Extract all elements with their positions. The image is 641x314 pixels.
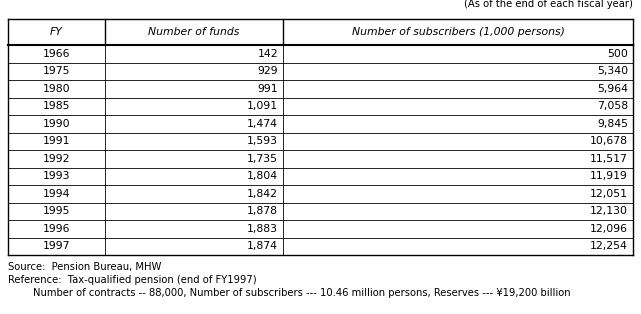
Text: (As of the end of each fiscal year): (As of the end of each fiscal year)	[464, 0, 633, 9]
Text: 9,845: 9,845	[597, 119, 628, 129]
Text: 1,878: 1,878	[247, 206, 278, 216]
Text: 1980: 1980	[42, 84, 71, 94]
Text: 1,735: 1,735	[247, 154, 278, 164]
Text: 5,964: 5,964	[597, 84, 628, 94]
Text: 11,919: 11,919	[590, 171, 628, 181]
Text: Number of subscribers (1,000 persons): Number of subscribers (1,000 persons)	[351, 27, 565, 37]
Text: 10,678: 10,678	[590, 136, 628, 146]
Text: 12,051: 12,051	[590, 189, 628, 199]
Text: 1,091: 1,091	[247, 101, 278, 111]
Text: 1991: 1991	[43, 136, 70, 146]
Text: 1995: 1995	[43, 206, 70, 216]
Text: 929: 929	[258, 66, 278, 76]
Text: 12,254: 12,254	[590, 241, 628, 251]
Text: 5,340: 5,340	[597, 66, 628, 76]
Text: Number of contracts -- 88,000, Number of subscribers --- 10.46 million persons, : Number of contracts -- 88,000, Number of…	[8, 288, 570, 298]
Text: Reference:  Tax-qualified pension (end of FY1997): Reference: Tax-qualified pension (end of…	[8, 275, 256, 285]
Text: 1975: 1975	[43, 66, 70, 76]
Text: 1,474: 1,474	[247, 119, 278, 129]
Text: 7,058: 7,058	[597, 101, 628, 111]
Text: 1992: 1992	[43, 154, 70, 164]
Text: 991: 991	[258, 84, 278, 94]
Text: 12,096: 12,096	[590, 224, 628, 234]
Text: Number of funds: Number of funds	[148, 27, 240, 37]
Text: 12,130: 12,130	[590, 206, 628, 216]
Text: 1993: 1993	[43, 171, 70, 181]
Text: FY: FY	[50, 27, 63, 37]
Text: 142: 142	[258, 49, 278, 59]
Text: Source:  Pension Bureau, MHW: Source: Pension Bureau, MHW	[8, 262, 162, 272]
Text: 1,804: 1,804	[247, 171, 278, 181]
Text: 1,842: 1,842	[247, 189, 278, 199]
Text: 1997: 1997	[43, 241, 70, 251]
Text: 1,883: 1,883	[247, 224, 278, 234]
Text: 1985: 1985	[43, 101, 70, 111]
Text: 1966: 1966	[43, 49, 70, 59]
Text: 1,593: 1,593	[247, 136, 278, 146]
Text: 1,874: 1,874	[247, 241, 278, 251]
Text: 500: 500	[607, 49, 628, 59]
Text: 1994: 1994	[43, 189, 70, 199]
Text: 1996: 1996	[43, 224, 70, 234]
Text: 11,517: 11,517	[590, 154, 628, 164]
Text: 1990: 1990	[42, 119, 71, 129]
